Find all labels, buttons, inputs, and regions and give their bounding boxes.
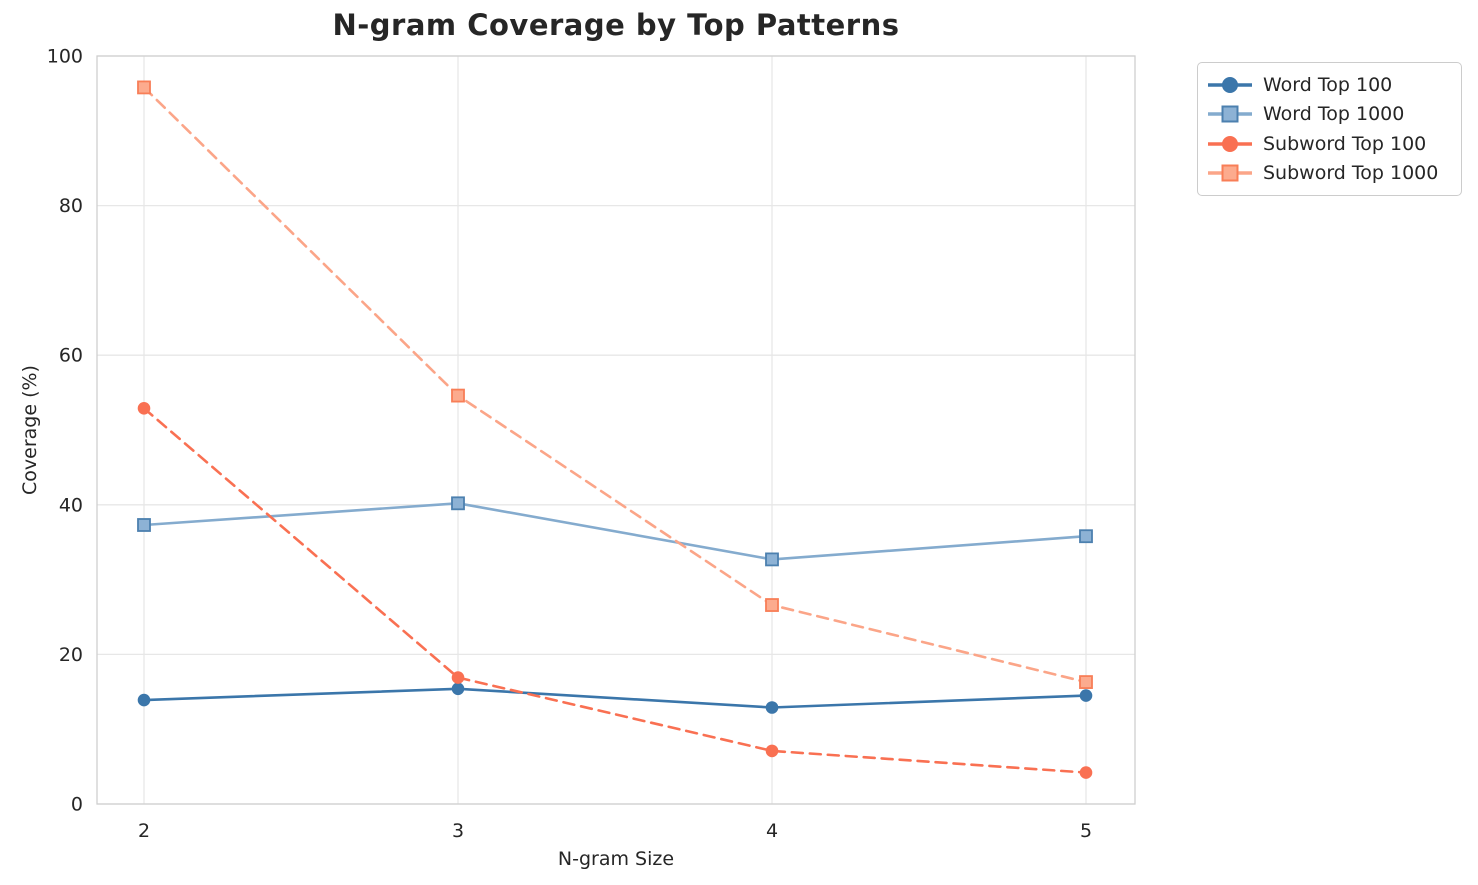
y-axis-tick-labels: 0 20 40 60 80 100 (47, 46, 83, 816)
grid (97, 55, 1135, 805)
x-axis-tick-labels: 2 3 4 5 (138, 820, 1092, 842)
legend-swatch-circle-icon (1208, 135, 1252, 152)
svg-text:4: 4 (766, 820, 778, 842)
legend-item-subword-top-100: Subword Top 100 (1206, 129, 1451, 159)
legend-item-word-top-1000: Word Top 1000 (1206, 100, 1451, 130)
y-axis-label: Coverage (%) (19, 365, 41, 495)
x-axis-label: N-gram Size (557, 848, 675, 870)
data-point (1079, 689, 1093, 702)
svg-text:20: 20 (59, 644, 83, 666)
data-point (451, 388, 465, 403)
data-point (765, 744, 779, 758)
legend-label: Subword Top 100 (1263, 132, 1427, 155)
data-point (137, 518, 151, 532)
legend-item-word-top-100: Word Top 100 (1206, 70, 1451, 100)
data-point (1079, 529, 1093, 544)
chart-title: N-gram Coverage by Top Patterns (332, 8, 900, 42)
data-point (765, 552, 779, 567)
data-point (137, 80, 151, 95)
series-subword-top-100 (137, 402, 1093, 779)
svg-text:100: 100 (47, 46, 83, 68)
svg-text:3: 3 (452, 820, 464, 842)
data-point (451, 496, 465, 511)
data-point (1079, 766, 1093, 779)
series-word-top-100 (137, 682, 1093, 714)
legend-swatch-square-icon (1208, 164, 1252, 182)
legend-label: Word Top 100 (1263, 73, 1393, 96)
legend: Word Top 100 Word Top 1000 Subword Top 100… (1197, 62, 1462, 196)
svg-text:0: 0 (71, 794, 83, 816)
series-word-top-1000 (137, 496, 1093, 567)
data-point (1079, 675, 1093, 689)
legend-swatch-circle-icon (1208, 76, 1252, 93)
svg-text:2: 2 (138, 820, 150, 842)
data-point (137, 402, 151, 415)
legend-swatch-square-icon (1208, 105, 1252, 123)
svg-text:80: 80 (59, 195, 83, 217)
svg-text:40: 40 (59, 494, 83, 516)
data-point (765, 701, 779, 714)
legend-item-subword-top-1000: Subword Top 1000 (1206, 159, 1451, 189)
data-point (451, 671, 465, 684)
data-point (451, 682, 465, 696)
svg-text:5: 5 (1080, 820, 1092, 842)
plot-spines (96, 55, 1136, 805)
legend-label: Word Top 1000 (1263, 103, 1405, 126)
data-point (765, 598, 779, 612)
svg-text:60: 60 (59, 345, 83, 367)
series-subword-top-1000 (137, 80, 1093, 689)
data-point (137, 693, 151, 707)
legend-label: Subword Top 1000 (1263, 162, 1439, 185)
